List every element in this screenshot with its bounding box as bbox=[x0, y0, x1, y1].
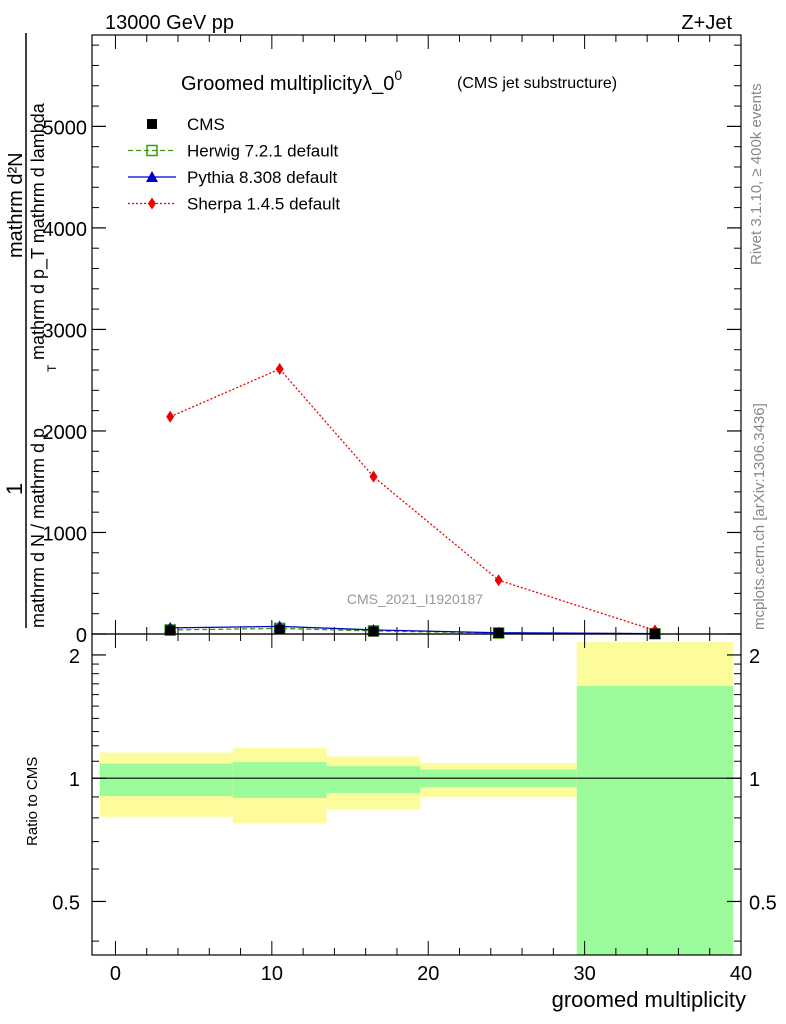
ratio-y-tick-label-right: 1 bbox=[749, 769, 760, 791]
title-subtitle: (CMS jet substructure) bbox=[457, 75, 617, 92]
x-tick-label: 0 bbox=[110, 963, 121, 985]
main-y-tick-label: 0 bbox=[76, 625, 87, 647]
process-label: Z+Jet bbox=[681, 12, 732, 34]
site-label: mcplots.cern.ch [arXiv:1306.3436] bbox=[751, 403, 768, 630]
legend-label: CMS bbox=[187, 115, 225, 134]
cms-data-point bbox=[493, 627, 504, 638]
ratio-y-tick-label-right: 2 bbox=[749, 646, 760, 668]
ratio-y-tick-label: 1 bbox=[69, 769, 80, 791]
title-main: Groomed multiplicityλ_0 bbox=[181, 73, 394, 95]
main-y-tick-label: 5000 bbox=[43, 117, 88, 139]
ratio-axes: 0.5 0.51 12 20 10 20 30 40 bbox=[52, 634, 777, 985]
sherpa-data-point bbox=[166, 410, 175, 423]
ylabel-numerator-one: 1 bbox=[2, 483, 27, 495]
sherpa-data-point bbox=[275, 363, 284, 376]
cms-data-point bbox=[165, 625, 176, 636]
series-line-pythia bbox=[170, 625, 655, 635]
x-tick-label: 20 bbox=[417, 963, 439, 985]
chart-title: Groomed multiplicityλ_00 (CMS jet substr… bbox=[181, 67, 617, 95]
x-tick-label: 30 bbox=[573, 963, 595, 985]
legend-label: Herwig 7.2.1 default bbox=[187, 142, 338, 161]
sherpa-data-point bbox=[494, 574, 503, 587]
main-y-tick-label: 4000 bbox=[43, 219, 88, 241]
cms-data-point bbox=[147, 119, 157, 129]
x-tick-label: 40 bbox=[730, 963, 752, 985]
main-y-tick-label: 3000 bbox=[43, 320, 88, 342]
ratio-bands bbox=[92, 642, 741, 955]
sherpa-data-point bbox=[369, 470, 378, 483]
x-tick-label: 10 bbox=[261, 963, 283, 985]
x-axis-title: groomed multiplicity bbox=[552, 987, 746, 1012]
ratio-y-axis-title: Ratio to CMS bbox=[24, 757, 41, 846]
legend-label: Pythia 8.308 default bbox=[187, 168, 338, 187]
herwig-data-point bbox=[146, 144, 158, 157]
cms-data-point bbox=[274, 624, 285, 635]
cms-data-point bbox=[368, 626, 379, 637]
ratio-frame bbox=[91, 633, 742, 956]
ylabel-denominator-sub: T bbox=[45, 364, 59, 372]
main-y-tick-label: 1000 bbox=[43, 523, 88, 545]
ratio-stat-band bbox=[99, 763, 233, 796]
sherpa-data-point bbox=[148, 197, 156, 210]
ratio-y-tick-label-right: 0.5 bbox=[749, 892, 777, 914]
svg-text:Groomed multiplicityλ_00: Groomed multiplicityλ_00 bbox=[181, 67, 402, 95]
ratio-stat-band bbox=[576, 685, 734, 955]
energy-label: 13000 GeV pp bbox=[105, 12, 234, 34]
ratio-y-tick-label: 2 bbox=[69, 646, 80, 668]
ratio-stat-band bbox=[232, 762, 327, 798]
title-superscript: 0 bbox=[394, 67, 402, 83]
ratio-y-tick-label: 0.5 bbox=[52, 892, 80, 914]
legend-label: Sherpa 1.4.5 default bbox=[187, 195, 340, 214]
watermark: CMS_2021_I1920187 bbox=[347, 591, 483, 607]
ylabel-denominator-dn: mathrm d N / mathrm d p bbox=[28, 428, 48, 628]
main-y-axis-title: 1 mathrm d²N mathrm d N / mathrm d p T m… bbox=[2, 33, 59, 628]
rivet-label: Rivet 3.1.10, ≥ 400k events bbox=[748, 83, 765, 265]
pythia-data-point bbox=[146, 171, 158, 182]
ylabel-denominator-lambda: mathrm d p_T mathrm d lambda bbox=[28, 102, 49, 360]
ylabel-numerator: mathrm d²N bbox=[5, 152, 27, 258]
ratio-stat-band bbox=[326, 766, 421, 794]
main-y-tick-label: 2000 bbox=[43, 422, 88, 444]
legend: CMS Herwig 7.2.1 default Pythia 8.308 defa… bbox=[128, 115, 340, 214]
main-axes: 0 1000 2000 3000 4000 5000 bbox=[43, 35, 742, 647]
